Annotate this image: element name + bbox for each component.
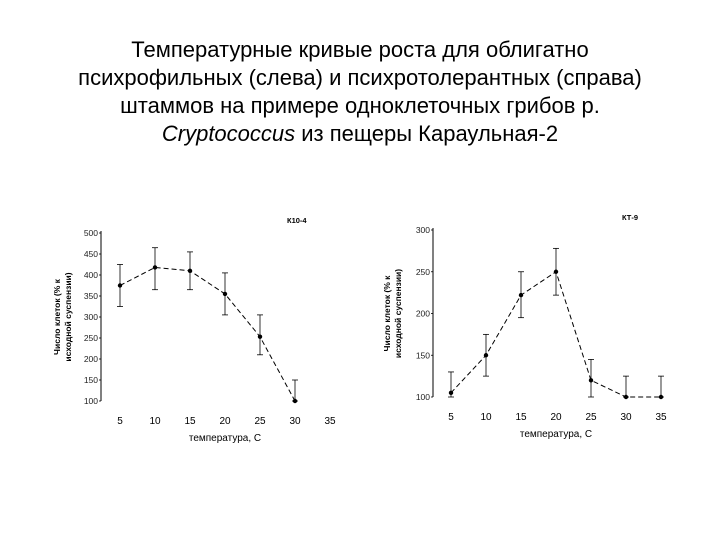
data-point — [623, 394, 629, 400]
data-point — [117, 283, 123, 288]
y-tick-label: 300 — [84, 312, 98, 322]
genus-name: Cryptococcus — [161, 121, 296, 146]
data-point — [257, 334, 263, 339]
y-tick-label: 100 — [84, 396, 98, 406]
x-tick-label: 20 — [550, 412, 562, 423]
title-line-2: психрофильных (слева) и психротолерантны… — [78, 65, 642, 90]
strain-label: КТ-9 — [622, 213, 638, 222]
y-axis-label-line-2: исходной суспензии) — [393, 269, 403, 358]
y-tick-label: 500 — [84, 228, 98, 238]
data-point — [588, 378, 594, 383]
y-axis-label-line-1: Число клеток (% к — [52, 278, 62, 355]
y-tick-label: 250 — [84, 333, 98, 343]
y-tick-label: 200 — [84, 354, 98, 364]
title-line-1: Температурные кривые роста для облигатно — [131, 37, 589, 62]
data-point — [152, 265, 158, 270]
data-point — [187, 268, 193, 273]
y-tick-label: 400 — [84, 270, 98, 280]
data-point — [658, 394, 664, 400]
x-tick-label: 35 — [324, 416, 336, 427]
x-tick-label: 30 — [289, 416, 301, 427]
data-point — [483, 353, 489, 358]
x-tick-label: 35 — [655, 412, 667, 423]
y-tick-label: 150 — [416, 350, 430, 360]
data-point — [222, 291, 228, 297]
x-tick-label: 30 — [620, 412, 632, 423]
x-tick-label: 10 — [149, 416, 161, 427]
x-tick-label: 5 — [448, 412, 454, 423]
page-title: Температурные кривые роста для облигатно… — [20, 36, 700, 148]
title-line-4-rest: из пещеры Караульная-2 — [295, 121, 559, 146]
data-point — [292, 398, 298, 404]
chart-2: 300 250 200 150 100 5 10 15 20 25 30 35 температура,… — [382, 213, 667, 440]
y-axis-label-line-2: исходной суспензии) — [63, 272, 73, 361]
x-tick-label: 15 — [515, 412, 527, 423]
x-tick-label: 10 — [480, 412, 492, 423]
y-tick-label: 250 — [416, 267, 430, 277]
x-tick-label: 25 — [254, 416, 266, 427]
x-axis-label: температура, С — [189, 433, 261, 444]
y-tick-label: 150 — [84, 375, 98, 385]
y-tick-label: 350 — [84, 291, 98, 301]
y-tick-label: 300 — [416, 225, 430, 235]
y-axis-label-line-1: Число клеток (% к — [382, 275, 392, 352]
data-point — [518, 292, 524, 298]
x-tick-label: 5 — [117, 416, 123, 427]
y-tick-label: 200 — [416, 309, 430, 319]
data-point — [553, 269, 559, 274]
data-point — [448, 390, 454, 396]
x-tick-label: 20 — [219, 416, 231, 427]
chart-1: 500 450 400 350 300 250 200 150 100 5 10 15 20 25 30 35… — [52, 216, 336, 444]
y-tick-label: 100 — [416, 392, 430, 402]
x-tick-label: 25 — [585, 412, 597, 423]
x-axis-label: температура, С — [520, 429, 592, 440]
title-line-3: штаммов на примере одноклеточных грибов … — [120, 93, 600, 118]
y-tick-label: 450 — [84, 249, 98, 259]
x-tick-label: 15 — [184, 416, 196, 427]
title-line-4: Cryptococcus из пещеры Караульная-2 — [20, 120, 700, 148]
strain-label: К10-4 — [287, 216, 307, 225]
series-line — [119, 266, 296, 402]
